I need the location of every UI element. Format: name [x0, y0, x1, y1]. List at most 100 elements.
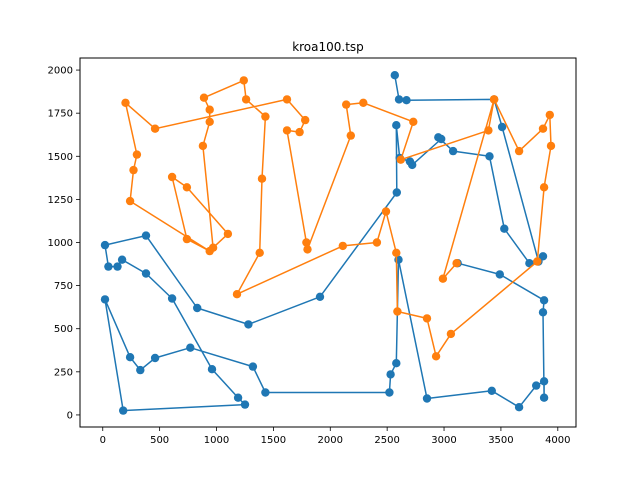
- city-point: [295, 127, 304, 137]
- y-tick-label: 1250: [48, 195, 73, 206]
- city-point: [539, 393, 549, 402]
- city-point: [150, 124, 160, 133]
- city-point: [392, 121, 401, 130]
- chart-title: kroa100.tsp: [292, 40, 364, 54]
- city-point: [205, 105, 214, 114]
- city-point: [117, 255, 127, 264]
- y-tick-label: 2000: [48, 66, 73, 77]
- city-point: [136, 365, 145, 375]
- city-point: [167, 294, 177, 303]
- city-point: [255, 248, 264, 257]
- city-point: [485, 152, 494, 161]
- city-point: [125, 196, 135, 206]
- city-point: [104, 262, 113, 271]
- city-point: [514, 403, 524, 412]
- tour-series-1: [100, 71, 549, 415]
- city-point: [303, 245, 312, 254]
- city-point: [539, 296, 549, 305]
- city-point: [141, 231, 151, 240]
- city-point: [489, 95, 499, 104]
- city-point: [533, 257, 542, 266]
- city-point: [539, 183, 549, 192]
- city-point: [193, 303, 202, 313]
- y-tick-label: 1000: [48, 238, 73, 249]
- x-tick-label: 1500: [261, 435, 286, 446]
- city-point: [167, 172, 177, 182]
- city-point: [141, 269, 151, 278]
- city-point: [248, 362, 258, 371]
- city-point: [113, 262, 122, 271]
- x-tick-label: 500: [150, 435, 169, 446]
- city-point: [438, 274, 448, 283]
- city-point: [452, 259, 461, 268]
- city-point: [495, 270, 504, 279]
- city-point: [405, 157, 415, 166]
- city-point: [257, 174, 267, 183]
- city-point: [182, 234, 192, 244]
- city-point: [359, 98, 368, 108]
- city-point: [532, 381, 541, 390]
- city-point: [422, 394, 432, 403]
- city-point: [448, 146, 458, 156]
- city-point: [132, 150, 142, 159]
- x-tick-label: 0: [100, 435, 106, 446]
- city-point: [223, 229, 233, 239]
- y-tick-label: 500: [54, 324, 73, 335]
- city-point: [240, 400, 250, 409]
- city-point: [100, 240, 110, 250]
- axes-layer: 0 500 1000 1500 2000 2500 3000 3500 4000 0 250 500 7…: [48, 66, 571, 446]
- city-point: [261, 388, 270, 397]
- city-point: [205, 117, 214, 127]
- city-point: [487, 386, 496, 395]
- city-point: [372, 238, 382, 247]
- city-point: [437, 134, 446, 144]
- x-tick-label: 3500: [488, 435, 513, 446]
- city-point: [302, 238, 311, 247]
- city-point: [392, 359, 401, 368]
- city-point: [390, 71, 399, 80]
- series-layer: [100, 71, 556, 415]
- city-point: [119, 406, 128, 415]
- city-point: [394, 95, 404, 104]
- city-point: [129, 165, 138, 175]
- city-point: [538, 252, 548, 261]
- tour-series-2: [121, 76, 556, 361]
- city-point: [538, 308, 548, 317]
- city-point: [241, 95, 251, 104]
- x-tick-label: 2000: [318, 435, 343, 446]
- city-point: [125, 353, 135, 362]
- city-point: [232, 290, 242, 299]
- city-point: [150, 353, 160, 363]
- city-point: [525, 259, 534, 268]
- city-point: [315, 292, 325, 301]
- city-point: [100, 295, 110, 304]
- city-point: [402, 96, 411, 105]
- y-tick-label: 1500: [48, 152, 73, 163]
- city-point: [545, 110, 554, 120]
- city-point: [301, 115, 310, 125]
- y-tick-label: 0: [67, 410, 73, 421]
- city-point: [422, 314, 432, 323]
- city-point: [538, 124, 548, 133]
- city-point: [338, 241, 347, 251]
- city-point: [121, 98, 130, 108]
- x-tick-label: 1000: [204, 435, 229, 446]
- city-point: [500, 224, 509, 233]
- city-point: [244, 320, 253, 329]
- city-point: [497, 122, 507, 132]
- y-tick-label: 750: [54, 281, 73, 292]
- city-point: [431, 352, 441, 361]
- city-point: [514, 146, 524, 156]
- city-point: [205, 246, 214, 256]
- city-point: [198, 141, 208, 151]
- city-point: [182, 183, 192, 192]
- plot-frame: [79, 57, 577, 428]
- city-point: [392, 248, 401, 257]
- y-tick-label: 250: [54, 367, 73, 378]
- city-point: [207, 365, 217, 374]
- city-point: [282, 95, 292, 104]
- city-point: [233, 393, 243, 402]
- city-point: [381, 207, 391, 216]
